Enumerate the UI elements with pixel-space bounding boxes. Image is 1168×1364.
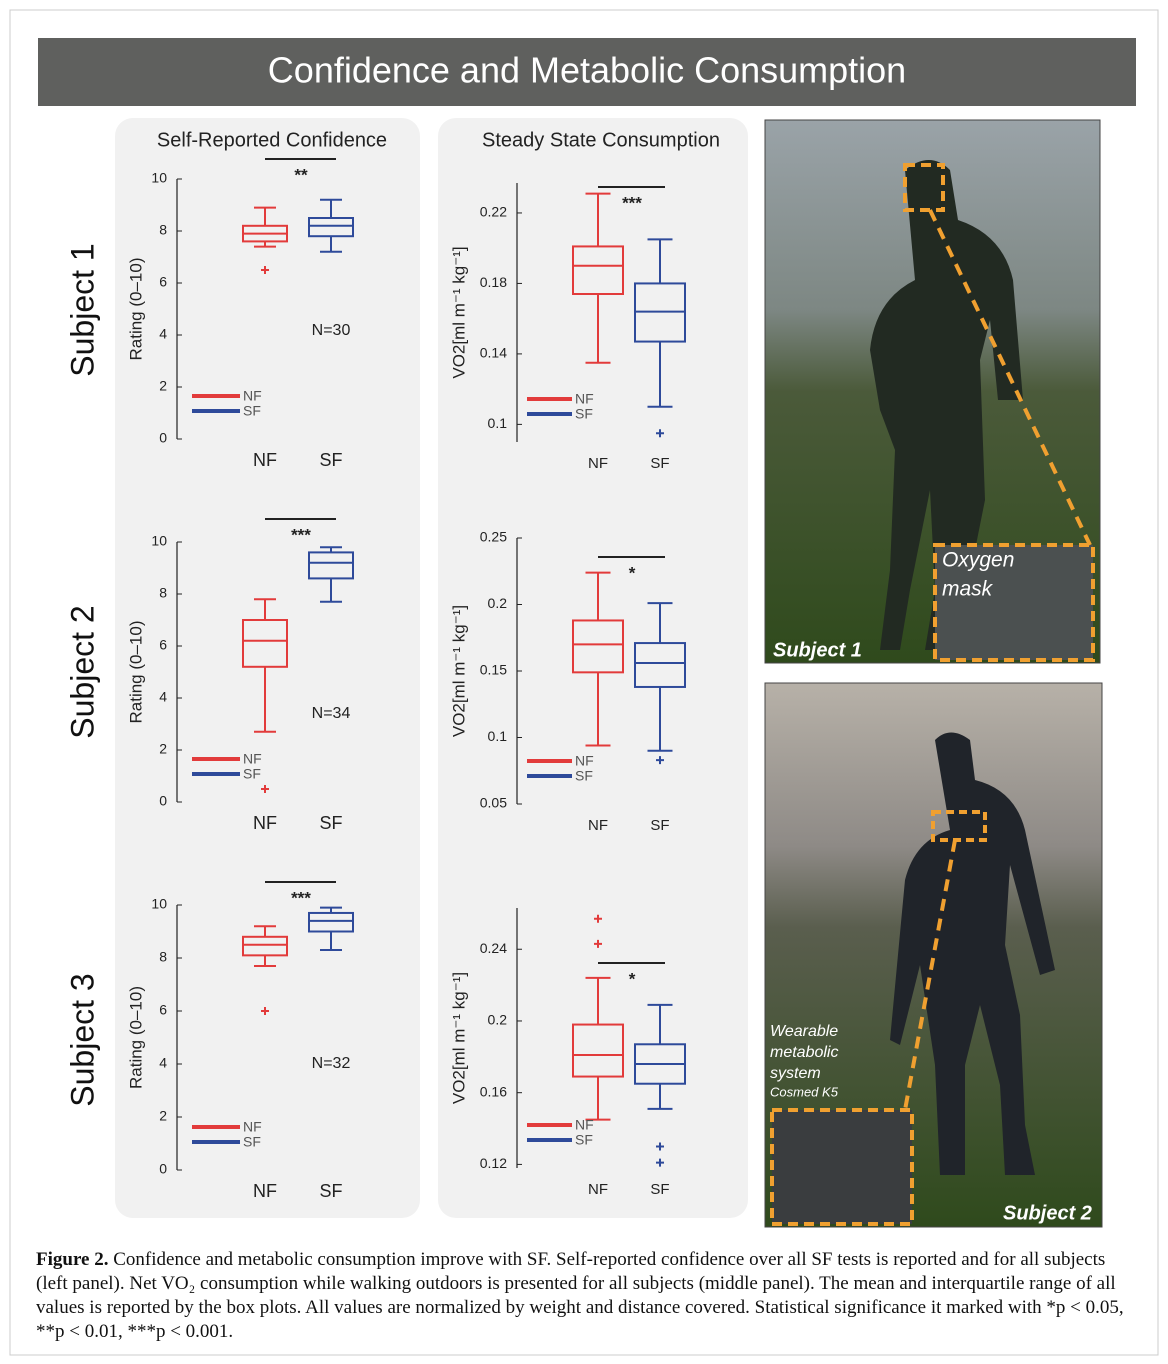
y-tick-label: 0.22	[480, 204, 507, 220]
y-tick-label: 4	[159, 1055, 167, 1071]
x-tick-label: NF	[253, 1181, 277, 1201]
figure-title: Confidence and Metabolic Consumption	[268, 50, 906, 91]
y-tick-label: 0.1	[488, 415, 508, 431]
legend-label: SF	[243, 766, 261, 782]
y-tick-label: 6	[159, 637, 167, 653]
y-tick-label: 2	[159, 1108, 167, 1124]
sample-size: N=30	[312, 322, 351, 339]
y-axis-label: VO2[ml m⁻¹ kg⁻¹]	[449, 605, 468, 737]
legend-label: NF	[575, 391, 594, 407]
significance-stars: ***	[622, 193, 642, 212]
legend-label: NF	[243, 1119, 262, 1135]
y-axis-label: Rating (0–10)	[126, 620, 145, 723]
legend-label: NF	[243, 751, 262, 767]
legend-label: NF	[243, 388, 262, 404]
caption-label: Figure 2.	[36, 1249, 108, 1270]
y-tick-label: 6	[159, 274, 167, 290]
y-axis-label: VO2[ml m⁻¹ kg⁻¹]	[449, 972, 468, 1104]
significance-stars: *	[629, 563, 636, 582]
x-tick-label: NF	[588, 1181, 608, 1198]
y-tick-label: 0	[159, 430, 167, 446]
y-tick-label: 2	[159, 741, 167, 757]
y-tick-label: 0	[159, 793, 167, 809]
y-axis-label: Rating (0–10)	[126, 986, 145, 1089]
significance-stars: ***	[291, 525, 311, 544]
y-tick-label: 0.2	[488, 1012, 508, 1028]
y-tick-label: 0.16	[480, 1083, 507, 1099]
inset-label: system	[770, 1065, 821, 1082]
column-title: Self-Reported Confidence	[157, 129, 387, 151]
sample-size: N=32	[312, 1055, 351, 1072]
y-tick-label: 0.12	[480, 1155, 507, 1171]
inset-label: Wearable	[770, 1023, 838, 1040]
y-tick-label: 0.14	[480, 345, 507, 361]
y-tick-label: 4	[159, 689, 167, 705]
legend-label: SF	[575, 406, 593, 422]
inset-label: mask	[942, 578, 994, 601]
y-tick-label: 10	[151, 170, 167, 186]
x-tick-label: SF	[319, 450, 342, 470]
y-axis-label: Rating (0–10)	[126, 257, 145, 360]
inset-label: Oxygen	[942, 549, 1014, 572]
x-tick-label: NF	[588, 817, 608, 834]
y-tick-label: 10	[151, 896, 167, 912]
photo-label: Subject 1	[773, 639, 862, 661]
legend-label: SF	[243, 1134, 261, 1150]
x-tick-label: SF	[650, 817, 669, 834]
x-tick-label: SF	[650, 455, 669, 472]
y-tick-label: 0	[159, 1161, 167, 1177]
x-tick-label: SF	[319, 813, 342, 833]
row-label: Subject 3	[64, 973, 100, 1106]
y-tick-label: 8	[159, 222, 167, 238]
y-tick-label: 0.05	[480, 795, 507, 811]
y-tick-label: 0.15	[480, 662, 507, 678]
inset-box	[772, 1110, 912, 1224]
caption-text: Confidence and metabolic consumption imp…	[36, 1249, 1124, 1342]
y-tick-label: 2	[159, 378, 167, 394]
inset-label: metabolic	[770, 1044, 838, 1061]
y-tick-label: 0.1	[488, 728, 508, 744]
legend-label: SF	[575, 1132, 593, 1148]
figure: Confidence and Metabolic Consumption Sel…	[0, 0, 1168, 1364]
row-label: Subject 1	[64, 243, 100, 376]
inset-label: Cosmed K5	[770, 1084, 839, 1099]
y-tick-label: 0.24	[480, 940, 507, 956]
photo-label: Subject 2	[1003, 1202, 1092, 1224]
x-tick-label: NF	[253, 813, 277, 833]
sample-size: N=34	[312, 705, 351, 722]
significance-stars: **	[294, 165, 308, 184]
y-tick-label: 6	[159, 1002, 167, 1018]
legend-label: SF	[575, 768, 593, 784]
legend-label: NF	[575, 753, 594, 769]
x-tick-label: NF	[253, 450, 277, 470]
legend-label: NF	[575, 1117, 594, 1133]
caption: Figure 2. Confidence and metabolic consu…	[36, 1248, 1136, 1344]
x-tick-label: NF	[588, 455, 608, 472]
y-tick-label: 0.2	[488, 595, 508, 611]
significance-stars: ***	[291, 888, 311, 907]
page: Confidence and Metabolic Consumption Sel…	[0, 0, 1168, 1364]
significance-stars: *	[629, 969, 636, 988]
y-axis-label: VO2[ml m⁻¹ kg⁻¹]	[449, 246, 468, 378]
row-label: Subject 2	[64, 605, 100, 738]
y-tick-label: 4	[159, 326, 167, 342]
legend-label: SF	[243, 403, 261, 419]
y-tick-label: 0.25	[480, 529, 507, 545]
y-tick-label: 0.18	[480, 274, 507, 290]
y-tick-label: 10	[151, 533, 167, 549]
y-tick-label: 8	[159, 585, 167, 601]
x-tick-label: SF	[319, 1181, 342, 1201]
column-title: Steady State Consumption	[482, 129, 720, 151]
x-tick-label: SF	[650, 1181, 669, 1198]
y-tick-label: 8	[159, 949, 167, 965]
